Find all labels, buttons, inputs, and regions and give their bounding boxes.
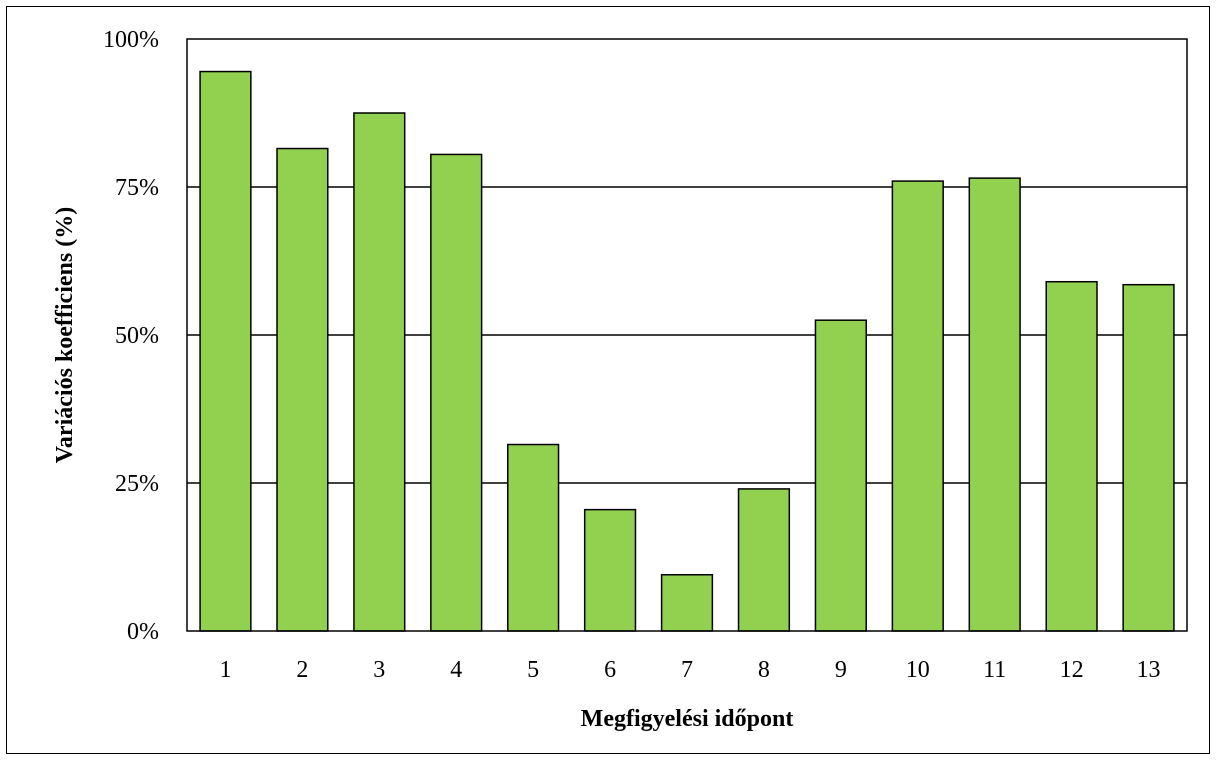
x-axis-title: Megfigyelési időpont: [581, 706, 794, 732]
x-tick-label: 6: [604, 657, 616, 683]
x-tick-labels: 1 2 3 4 5 6 7 8 9 10 11 12 13: [219, 657, 1160, 683]
bar-4: [430, 153, 483, 632]
bar-8: [737, 488, 791, 632]
y-axis-title: Variációs koefficiens (%): [52, 207, 78, 463]
x-tick-label: 2: [296, 657, 308, 683]
bar-10: [891, 180, 944, 632]
x-tick-label: 11: [983, 657, 1006, 683]
x-tick-label: 1: [219, 657, 231, 683]
x-tick-label: 5: [527, 657, 539, 683]
bar-9: [814, 319, 867, 632]
y-tick-label: 25%: [115, 471, 159, 497]
x-tick-label: 4: [450, 657, 462, 683]
x-tick-label: 10: [906, 657, 930, 683]
bar-2: [276, 147, 329, 632]
gridlines: [187, 186, 1187, 484]
bar-3: [353, 112, 406, 632]
x-tick-label: 9: [835, 657, 847, 683]
bar-5: [507, 443, 560, 632]
bar-6: [583, 508, 637, 632]
x-tick-label: 3: [373, 657, 385, 683]
bar-12: [1045, 280, 1098, 632]
bars: [199, 70, 1175, 632]
bar-1: [199, 70, 252, 632]
x-tick-label: 13: [1137, 657, 1161, 683]
y-tick-label: 0%: [127, 619, 159, 645]
x-tick-label: 7: [681, 657, 693, 683]
plot-area-border: [186, 38, 1188, 632]
y-tick-label: 50%: [115, 323, 159, 349]
bar-13: [1122, 283, 1175, 632]
bar-11: [968, 177, 1021, 632]
bar-7: [660, 574, 714, 632]
x-tick-label: 12: [1060, 657, 1084, 683]
x-tick-label: 8: [758, 657, 770, 683]
y-tick-labels: 0% 25% 50% 75% 100%: [103, 27, 159, 645]
y-tick-label: 100%: [103, 27, 159, 53]
y-tick-label: 75%: [115, 175, 159, 201]
